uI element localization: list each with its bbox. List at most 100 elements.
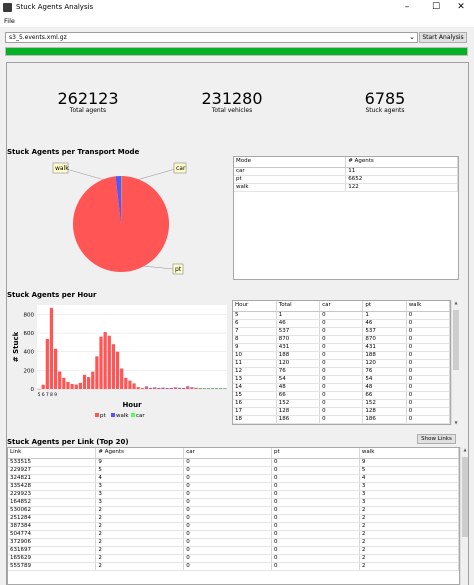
- hour-table[interactable]: Hour Total car pt walk 5 1 0 1 0 6 46 0 46 0 7 537 0…: [232, 300, 451, 425]
- legend-swatch-walk: [111, 413, 115, 417]
- table-cell: 0: [271, 498, 360, 507]
- table-cell: 14: [233, 383, 277, 392]
- table-row[interactable]: 10 188 0 188 0: [233, 351, 450, 360]
- table-row[interactable]: 14 48 0 48 0: [233, 383, 450, 392]
- bar-car-46: [206, 388, 211, 389]
- legend-label-pt: pt: [100, 413, 106, 419]
- table-row[interactable]: 6 46 0 46 0: [233, 319, 450, 328]
- table-row[interactable]: 631697 2 0 0 2: [8, 546, 459, 555]
- table-row[interactable]: 251284 2 0 0 2: [8, 514, 459, 523]
- x-axis-label: Hour: [122, 401, 142, 409]
- link-table-scrollbar[interactable]: ▲: [460, 447, 468, 585]
- table-row[interactable]: 229927 5 0 0 5: [8, 466, 459, 475]
- table-row[interactable]: 372906 2 0 0 2: [8, 538, 459, 547]
- table-cell: 6652: [345, 175, 458, 184]
- table-cell: 2: [359, 546, 459, 555]
- table-row[interactable]: 9 431 0 431 0: [233, 343, 450, 352]
- table-cell: 3: [95, 490, 185, 499]
- file-select[interactable]: s3_5.events.xml.gz ⌄: [5, 32, 418, 43]
- header-agents[interactable]: # Agents: [345, 157, 458, 168]
- table-row[interactable]: 335428 3 0 0 3: [8, 482, 459, 491]
- header-mode[interactable]: Mode: [234, 157, 347, 168]
- table-row[interactable]: 15 66 0 66 0: [233, 391, 450, 400]
- table-row[interactable]: 504774 2 0 0 2: [8, 530, 459, 539]
- hour-table-scrollbar[interactable]: ▲ ▼: [451, 300, 459, 425]
- link-table[interactable]: Link # Agents car pt walk 533515 9 0 0 9 2299…: [7, 447, 460, 585]
- app-icon: [3, 3, 12, 12]
- minimize-icon[interactable]: –: [404, 2, 410, 12]
- scroll-up-icon[interactable]: ▲: [454, 300, 458, 305]
- table-cell: 2: [359, 522, 459, 531]
- mode-pie-chart: walk car pt: [52, 162, 187, 275]
- table-row[interactable]: 7 537 0 537 0: [233, 327, 450, 336]
- bar-walk-33: [153, 387, 157, 388]
- x-tick-label: 5: [38, 392, 41, 398]
- table-cell: 5: [233, 311, 277, 320]
- legend-swatch-pt: [95, 413, 99, 417]
- header-car[interactable]: car: [319, 301, 364, 312]
- menu-file[interactable]: File: [4, 17, 15, 25]
- table-row[interactable]: walk 122: [234, 183, 458, 192]
- table-row[interactable]: 17 128 0 128 0: [233, 407, 450, 416]
- table-row[interactable]: 533515 9 0 0 9: [8, 458, 459, 467]
- table-row[interactable]: 555789 2 0 0 2: [8, 562, 459, 571]
- table-row[interactable]: 12 76 0 76 0: [233, 367, 450, 376]
- table-cell: 0: [406, 319, 450, 328]
- bar-pt-45: [202, 388, 206, 390]
- table-cell: 1: [276, 311, 321, 320]
- header-link-car[interactable]: car: [183, 448, 273, 459]
- table-row[interactable]: car 11: [234, 167, 458, 176]
- scroll-down-icon[interactable]: ▼: [454, 420, 458, 425]
- table-cell: 0: [406, 391, 450, 400]
- start-analysis-button[interactable]: Start Analysis: [419, 32, 467, 43]
- table-cell: 533515: [8, 458, 97, 467]
- table-cell: 0: [183, 522, 273, 531]
- scroll-thumb[interactable]: [453, 310, 459, 370]
- table-cell: 188: [362, 351, 407, 360]
- header-pt[interactable]: pt: [362, 301, 407, 312]
- table-cell: 0: [319, 343, 364, 352]
- header-hour[interactable]: Hour: [233, 301, 277, 312]
- table-row[interactable]: pt 6652: [234, 175, 458, 184]
- table-row[interactable]: 11 120 0 120 0: [233, 359, 450, 368]
- header-total[interactable]: Total: [276, 301, 321, 312]
- table-cell: 2: [95, 514, 185, 523]
- header-link-agents[interactable]: # Agents: [95, 448, 185, 459]
- show-links-button[interactable]: Show Links: [417, 434, 456, 444]
- table-row[interactable]: 530062 2 0 0 2: [8, 506, 459, 515]
- table-row[interactable]: 13 54 0 54 0: [233, 375, 450, 384]
- bar-pt-20: [99, 336, 103, 389]
- table-cell: 0: [271, 546, 360, 555]
- bar-pt-48: [215, 388, 219, 390]
- bar-walk-40: [182, 387, 186, 389]
- chevron-down-icon[interactable]: ⌄: [409, 33, 415, 41]
- table-row[interactable]: 18 186 0 186 0: [233, 415, 450, 424]
- scroll-thumb[interactable]: [462, 457, 468, 537]
- table-row[interactable]: 229923 3 0 0 3: [8, 490, 459, 499]
- table-cell: 0: [319, 415, 364, 424]
- table-row[interactable]: 387384 2 0 0 2: [8, 522, 459, 531]
- table-row[interactable]: 324821 4 0 0 4: [8, 474, 459, 483]
- table-row[interactable]: 165629 2 0 0 2: [8, 554, 459, 563]
- table-row[interactable]: 8 870 0 870 0: [233, 335, 450, 344]
- pie-label-car: car: [176, 165, 186, 172]
- table-cell: 11: [233, 359, 277, 368]
- table-cell: 0: [271, 554, 360, 563]
- table-cell: 0: [319, 407, 364, 416]
- table-row[interactable]: 164852 3 0 0 3: [8, 498, 459, 507]
- header-walk[interactable]: walk: [406, 301, 450, 312]
- table-cell: 0: [183, 474, 273, 483]
- header-link-pt[interactable]: pt: [271, 448, 360, 459]
- maximize-icon[interactable]: ☐: [431, 2, 441, 12]
- close-icon[interactable]: ✕: [457, 2, 465, 12]
- scroll-up-icon[interactable]: ▲: [463, 447, 467, 452]
- table-cell: 0: [319, 399, 364, 408]
- header-link-walk[interactable]: walk: [359, 448, 459, 459]
- mode-table[interactable]: Mode # Agents car 11 pt 6652 walk 122: [233, 156, 459, 280]
- table-row[interactable]: 16 152 0 152 0: [233, 399, 450, 408]
- header-link[interactable]: Link: [8, 448, 97, 459]
- bar-pt-26: [124, 377, 128, 389]
- stat-stuck-agents: 6785 Stuck agents: [325, 90, 445, 114]
- bar-car-43: [194, 387, 198, 389]
